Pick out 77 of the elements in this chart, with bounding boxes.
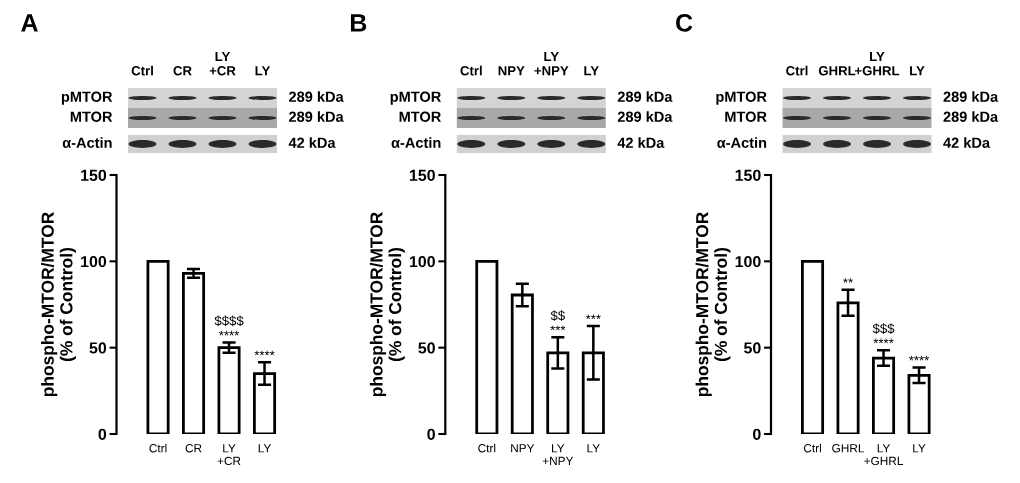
y-tick-label: 100 — [409, 255, 435, 268]
category-label: LY +CR — [209, 51, 236, 76]
x-tick-label: LY +GHRL — [864, 444, 903, 466]
text: 289 kDa — [617, 111, 673, 122]
text: α-Actin — [717, 137, 767, 148]
text: 289 kDa — [617, 91, 673, 102]
text: 289 kDa — [943, 111, 999, 122]
y-axis-title: phospho-MTOR/MTOR (% of Control) — [695, 212, 731, 397]
text: pMTOR — [390, 91, 441, 105]
text: 42 kDa — [943, 137, 991, 148]
text: 289 kDa — [289, 111, 344, 122]
y-tick-label: 50 — [744, 342, 761, 354]
x-tick-label: Ctrl — [478, 443, 496, 453]
category-label: GHRL — [818, 66, 856, 76]
y-tick-label: 100 — [81, 255, 107, 268]
x-tick-label: Ctrl — [149, 443, 167, 453]
x-tick-label: CR — [185, 444, 202, 453]
y-tick-label: 50 — [89, 342, 107, 354]
annotation: **** — [218, 330, 240, 336]
bar — [182, 272, 206, 434]
category-label: LY +NPY — [534, 51, 569, 76]
text: α-Actin — [62, 137, 112, 148]
annotation: *** — [585, 314, 601, 320]
annotation: **** — [873, 338, 894, 344]
x-tick-label: LY +CR — [217, 444, 241, 466]
y-tick-label: 150 — [735, 169, 761, 181]
category-label: LY — [910, 66, 925, 76]
text: MTOR — [399, 111, 441, 122]
annotation: $$$ — [872, 323, 895, 334]
category-label: LY — [255, 66, 271, 76]
x-tick-label: NPY — [511, 444, 535, 453]
y-tick-label: 150 — [409, 169, 435, 181]
annotation: **** — [908, 355, 930, 361]
y-axis-title: phospho-MTOR/MTOR (% of Control) — [41, 212, 76, 397]
annotation: ** — [843, 278, 853, 283]
bar — [907, 373, 931, 434]
bar — [801, 259, 825, 434]
text: MTOR — [70, 111, 113, 122]
bar — [872, 356, 896, 434]
bar — [217, 346, 241, 434]
annotation: $$ — [550, 310, 565, 322]
text: MTOR — [725, 111, 767, 122]
category-label: Ctrl — [786, 65, 808, 76]
category-label: Ctrl — [131, 65, 153, 76]
text: α-Actin — [391, 137, 441, 148]
chart-title: C — [676, 14, 693, 32]
category-label: NPY — [498, 66, 525, 76]
text: pMTOR — [716, 91, 767, 105]
y-tick-label: 0 — [753, 428, 761, 440]
chart-title: A — [21, 14, 38, 32]
category-label: LY +GHRL — [855, 51, 900, 76]
annotation: *** — [550, 325, 566, 331]
text: 289 kDa — [943, 91, 999, 102]
x-tick-label: LY — [258, 444, 272, 453]
x-tick-label: LY — [913, 444, 926, 453]
text: pMTOR — [61, 91, 113, 105]
y-tick-label: 50 — [418, 342, 435, 354]
y-tick-label: 150 — [81, 169, 107, 181]
x-tick-label: Ctrl — [803, 443, 821, 453]
x-tick-label: LY +NPY — [542, 444, 574, 465]
x-tick-label: LY — [587, 444, 600, 453]
x-tick-label: GHRL — [832, 444, 865, 453]
chart-title: B — [350, 14, 367, 32]
text: 42 kDa — [617, 137, 665, 148]
y-tick-label: 0 — [98, 428, 107, 440]
annotation: **** — [254, 350, 275, 356]
annotation: $$$$ — [214, 315, 244, 327]
text: 42 kDa — [288, 137, 336, 148]
category-label: CR — [173, 66, 192, 76]
y-tick-label: 0 — [427, 428, 435, 440]
text: 289 kDa — [289, 91, 344, 102]
y-tick-label: 100 — [735, 255, 761, 268]
bar — [475, 259, 499, 434]
category-label: Ctrl — [460, 65, 482, 76]
bar — [146, 259, 170, 434]
category-label: LY — [584, 66, 599, 76]
y-axis-title: phospho-MTOR/MTOR (% of Control) — [369, 212, 405, 397]
